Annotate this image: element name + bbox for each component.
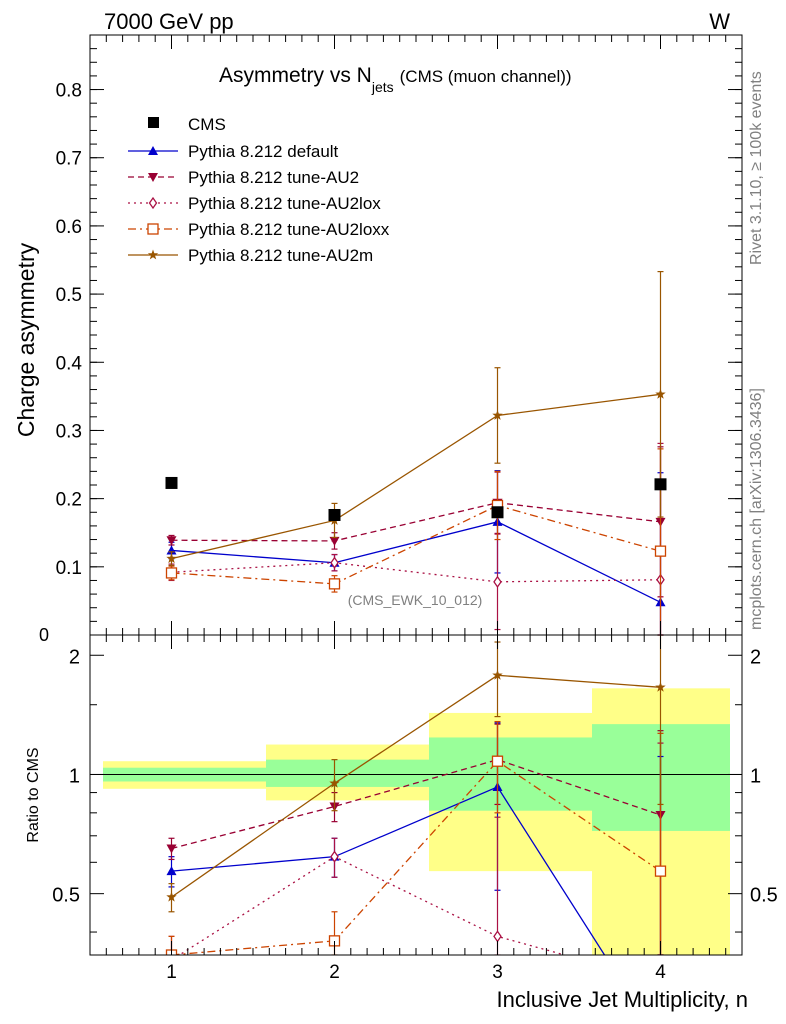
legend-label-au2m: Pythia 8.212 tune-AU2m <box>188 246 373 265</box>
x-tick-label: 2 <box>329 962 340 983</box>
chart-title-sub: jets <box>371 79 394 95</box>
main-series-0 <box>166 470 666 636</box>
main-point-star <box>492 410 503 420</box>
legend-marker-0 <box>148 146 158 155</box>
ratio-series-line <box>171 674 661 898</box>
main-point-triangle-down <box>329 536 340 546</box>
legend-label-au2loxx: Pythia 8.212 tune-AU2loxx <box>188 220 390 239</box>
legend: CMS Pythia 8.212 default Pythia 8.212 tu… <box>128 115 390 265</box>
ratio-point-star <box>166 891 177 902</box>
ratio-series-line <box>171 758 661 850</box>
main-y-tick-label: 0.4 <box>56 353 83 374</box>
rivet-version-label: Rivet 3.1.10, ≥ 100k events <box>748 71 765 265</box>
main-y-tick-label: 0.2 <box>56 490 82 511</box>
main-panel: 0.1 0.2 0.3 0.4 0.5 0.6 0.7 0.8 Charge asymmetr… <box>13 34 743 645</box>
legend-marker-4 <box>147 249 159 260</box>
main-point-star <box>655 388 666 399</box>
cms-data-point <box>491 506 504 519</box>
header-energy-label: 7000 GeV pp <box>104 9 234 34</box>
ratio-y-axis-label: Ratio to CMS <box>25 747 42 842</box>
main-series-line <box>171 502 661 542</box>
main-point-diamond <box>493 575 502 588</box>
ratio-point-square <box>654 865 667 877</box>
x-tick-label: 3 <box>492 962 503 983</box>
main-point-triangle-down <box>166 536 177 546</box>
ratio-series-4 <box>166 635 666 913</box>
ratio-series-line <box>178 855 568 955</box>
ratio-y-tick-label-left: 2 <box>69 646 80 668</box>
ratio-point-star <box>329 777 340 788</box>
chart-title: Asymmetry vs Njets (CMS (muon channel)) <box>219 64 572 95</box>
main-y-tick-label: 0.8 <box>56 81 82 102</box>
ratio-point-diamond <box>330 850 339 863</box>
legend-marker-cms <box>148 117 159 128</box>
main-point-square <box>328 578 341 590</box>
main-point-square <box>654 545 667 557</box>
ratio-series-group <box>165 635 667 955</box>
x-tick-label: 4 <box>655 962 666 983</box>
x-tick-label: 1 <box>166 962 177 983</box>
ratio-point-triangle-up <box>166 866 177 876</box>
main-series-line <box>171 504 661 585</box>
main-y-tick-label: 0.6 <box>56 217 82 238</box>
main-series-line <box>171 562 661 583</box>
ratio-series-line <box>171 760 661 955</box>
ratio-y-tick-label-left: 1 <box>69 765 80 787</box>
main-series-line <box>171 393 661 560</box>
header-process-label: W <box>709 9 730 34</box>
main-y-axis-label: Charge asymmetry <box>13 242 39 437</box>
main-y-tick-label: 0.3 <box>56 421 82 442</box>
main-series-line <box>171 521 661 603</box>
cms-data-point <box>165 476 178 489</box>
ratio-series-line <box>171 786 606 955</box>
legend-marker-3 <box>147 223 159 235</box>
ratio-y-tick-label-right: 2 <box>750 646 761 668</box>
main-point-star <box>166 553 177 564</box>
ratio-point-star <box>492 669 503 680</box>
legend-label-default: Pythia 8.212 default <box>188 142 339 161</box>
mcplots-label: mcplots.cern.ch [arXiv:1306.3436] <box>748 388 765 630</box>
main-y-tick-label: 0.5 <box>56 285 82 306</box>
x-axis-label: Inclusive Jet Multiplicity, n <box>497 987 748 1012</box>
ratio-point-square <box>491 755 504 767</box>
main-point-square <box>165 567 178 579</box>
legend-label-cms: CMS <box>188 115 226 134</box>
main-point-diamond <box>330 556 339 569</box>
ratio-point-star <box>655 681 666 692</box>
ratio-band-green <box>266 759 429 787</box>
legend-marker-2 <box>148 196 158 210</box>
ratio-y-tick-label-right: 1 <box>750 765 761 787</box>
main-series-4 <box>166 270 666 567</box>
legend-label-au2lox: Pythia 8.212 tune-AU2lox <box>188 194 381 213</box>
ratio-point-triangle-down <box>166 844 177 854</box>
legend-marker-1 <box>148 173 158 182</box>
ratio-y-tick-label-left: 0.5 <box>52 885 80 907</box>
cms-data-point <box>328 509 341 521</box>
cms-data-point <box>654 478 667 491</box>
chart-title-main: Asymmetry vs N <box>219 64 372 87</box>
main-y-tick-label: 0.7 <box>56 149 82 170</box>
legend-label-au2: Pythia 8.212 tune-AU2 <box>188 168 359 187</box>
ratio-y-tick-label-right: 0.5 <box>750 885 778 907</box>
main-y-tick-label: 0.1 <box>56 558 82 579</box>
main-series-1 <box>166 446 666 598</box>
analysis-annotation: (CMS_EWK_10_012) <box>348 592 483 608</box>
chart-title-extra: (CMS (muon channel)) <box>400 67 572 86</box>
ratio-point-diamond <box>493 930 502 943</box>
ratio-panel: 0.5 0.5 1 1 2 2 1 2 3 4 Ratio to CMS Inclusive Je… <box>25 634 778 1012</box>
main-y-zero-label: 0 <box>39 625 49 645</box>
